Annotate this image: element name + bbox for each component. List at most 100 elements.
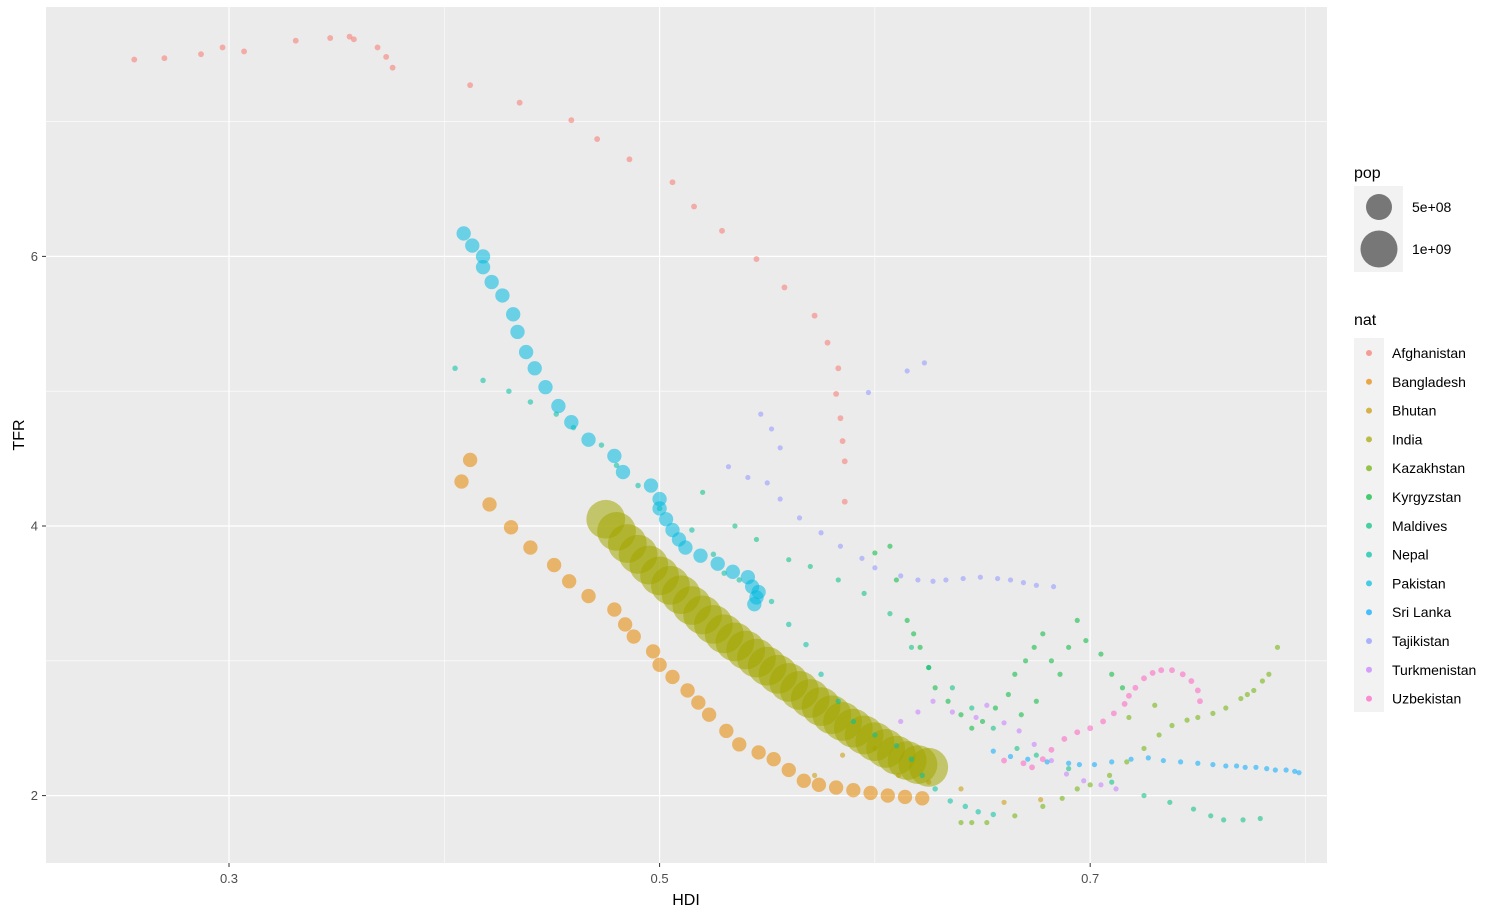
point-sri-lanka [1242, 764, 1248, 770]
point-afghanistan [669, 179, 676, 186]
point-tajikistan [995, 575, 1001, 582]
point-bangladesh [781, 762, 796, 778]
legend-label-nepal: Nepal [1392, 547, 1429, 563]
point-afghanistan [824, 339, 831, 346]
legend-key-kazakhstan [1366, 465, 1372, 472]
point-maldives [1167, 799, 1173, 805]
point-maldives [1240, 817, 1246, 823]
point-turkmenistan [1031, 741, 1037, 747]
point-nepal [932, 786, 938, 792]
point-turkmenistan [1098, 782, 1104, 788]
point-bangladesh [732, 737, 747, 752]
point-pakistan [506, 307, 521, 322]
point-kyrgyzstan [945, 698, 951, 704]
point-uzbekistan [1020, 760, 1027, 767]
point-maldives [753, 536, 760, 543]
point-tajikistan [725, 464, 732, 470]
point-kazakhstan [1244, 691, 1250, 698]
point-bangladesh [462, 452, 478, 468]
point-afghanistan [383, 53, 390, 60]
point-maldives [1066, 766, 1072, 772]
point-tajikistan [837, 543, 844, 549]
point-uzbekistan [1110, 710, 1117, 717]
point-pakistan [658, 512, 674, 527]
point-kyrgyzstan [1066, 644, 1072, 650]
x-tick-label: 0.3 [220, 871, 238, 886]
point-bangladesh [719, 723, 734, 739]
point-nepal [962, 803, 969, 810]
point-uzbekistan [1169, 667, 1175, 674]
point-kazakhstan [1210, 710, 1216, 716]
point-uzbekistan [1001, 757, 1007, 764]
point-maldives [1208, 813, 1214, 819]
point-tajikistan [1033, 582, 1039, 588]
point-bangladesh [482, 497, 497, 512]
point-sri-lanka [1195, 760, 1201, 766]
point-afghanistan [781, 284, 788, 291]
y-tick-label: 6 [31, 249, 38, 264]
point-uzbekistan [1061, 736, 1068, 742]
point-uzbekistan [1126, 692, 1132, 699]
point-maldives [908, 644, 915, 650]
point-pakistan [564, 415, 579, 430]
point-bangladesh [546, 557, 562, 573]
point-bangladesh [607, 602, 622, 617]
point-kazakhstan [1074, 786, 1080, 792]
point-maldives [1257, 815, 1263, 822]
point-kyrgyzstan [932, 685, 938, 691]
point-uzbekistan [1197, 698, 1203, 705]
point-bangladesh [680, 683, 695, 698]
point-afghanistan [292, 37, 299, 44]
point-nepal [480, 377, 486, 384]
point-pakistan [693, 548, 708, 563]
point-afghanistan [837, 415, 844, 422]
point-tajikistan [904, 368, 910, 374]
point-kazakhstan [1126, 714, 1132, 721]
point-tajikistan [777, 496, 783, 502]
x-tick-label: 0.5 [651, 871, 669, 886]
minor-gridlines [46, 7, 1327, 863]
point-nepal [975, 809, 981, 815]
point-bangladesh [503, 520, 519, 535]
legend-key-bhutan [1366, 407, 1372, 414]
point-bangladesh [454, 474, 469, 489]
legend-label-kyrgyzstan: Kyrgyzstan [1392, 489, 1461, 505]
point-kyrgyzstan [893, 577, 900, 583]
point-turkmenistan [1016, 728, 1022, 734]
point-tajikistan [768, 426, 775, 432]
point-bangladesh [796, 773, 812, 788]
point-bhutan [812, 772, 818, 778]
legend-label-bhutan: Bhutan [1392, 403, 1436, 419]
point-kazakhstan [1223, 705, 1229, 711]
point-bangladesh [617, 617, 633, 632]
point-kyrgyzstan [992, 705, 999, 711]
point-afghanistan [839, 438, 846, 444]
point-afghanistan [691, 203, 697, 210]
point-bangladesh [880, 788, 895, 803]
point-maldives [861, 590, 867, 596]
legend-label-kazakhstan: Kazakhstan [1392, 460, 1465, 476]
y-axis-title: TFR [11, 419, 28, 450]
point-maldives [926, 664, 932, 671]
point-bangladesh [915, 791, 930, 806]
point-pakistan [527, 361, 542, 376]
point-afghanistan [389, 64, 396, 71]
point-nepal [947, 798, 953, 804]
point-uzbekistan [1158, 667, 1165, 674]
point-kazakhstan [1152, 702, 1158, 708]
point-sri-lanka [1272, 767, 1278, 773]
point-afghanistan [241, 48, 247, 55]
point-kyrgyzstan [1057, 671, 1063, 677]
legend-label-tajikistan: Tajikistan [1392, 633, 1450, 649]
legend-key-nepal [1366, 551, 1372, 558]
point-maldives [990, 725, 996, 731]
point-uzbekistan [1179, 671, 1186, 678]
point-pakistan [484, 274, 499, 290]
point-afghanistan [374, 44, 381, 51]
point-afghanistan [161, 55, 168, 62]
point-afghanistan [131, 56, 138, 63]
point-afghanistan [835, 365, 842, 372]
point-bhutan [839, 752, 846, 758]
point-bangladesh [766, 752, 781, 767]
point-nepal [786, 621, 792, 628]
